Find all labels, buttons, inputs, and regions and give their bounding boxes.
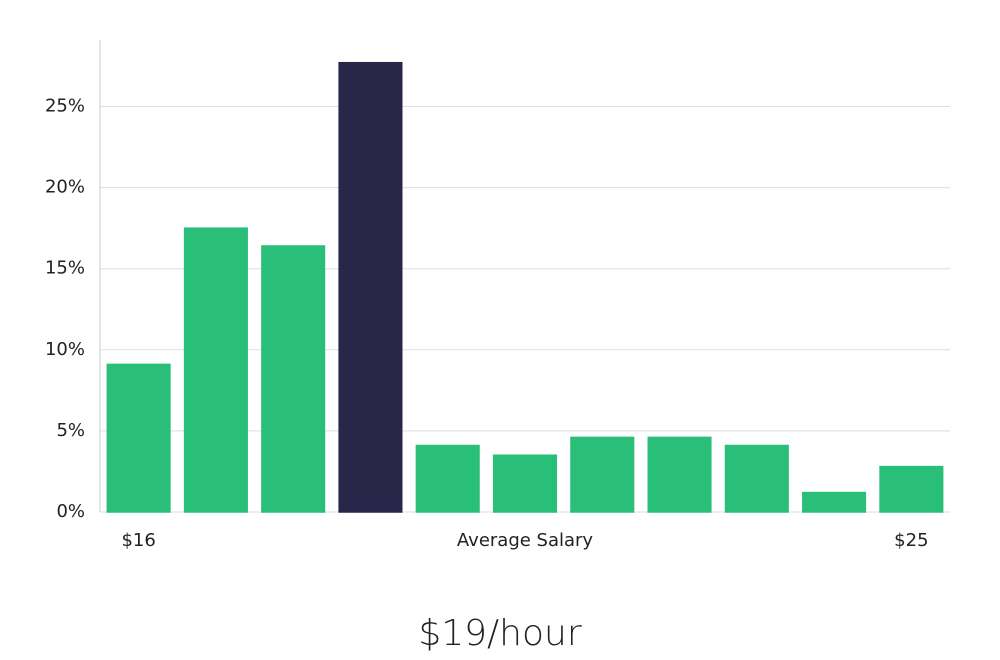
bar xyxy=(261,245,326,513)
y-tick-label: 10% xyxy=(45,339,85,360)
y-tick-label: 25% xyxy=(45,96,85,117)
bar xyxy=(570,436,635,513)
bar xyxy=(183,227,248,513)
bar xyxy=(879,465,944,513)
bar xyxy=(724,444,789,513)
salary-subtitle: $19/hour xyxy=(418,613,582,654)
y-tick-label: 0% xyxy=(56,501,85,522)
bar xyxy=(647,436,712,513)
y-tick-label: 5% xyxy=(56,420,85,441)
bar xyxy=(106,363,171,513)
y-tick-label: 20% xyxy=(45,177,85,198)
bar xyxy=(415,444,480,513)
bar xyxy=(802,491,867,513)
x-tick-label: $25 xyxy=(894,530,928,551)
bar xyxy=(338,61,403,513)
x-axis-label: Average Salary xyxy=(457,530,594,551)
y-tick-label: 15% xyxy=(45,258,85,279)
x-tick-label: $16 xyxy=(121,530,155,551)
bar xyxy=(492,454,558,513)
